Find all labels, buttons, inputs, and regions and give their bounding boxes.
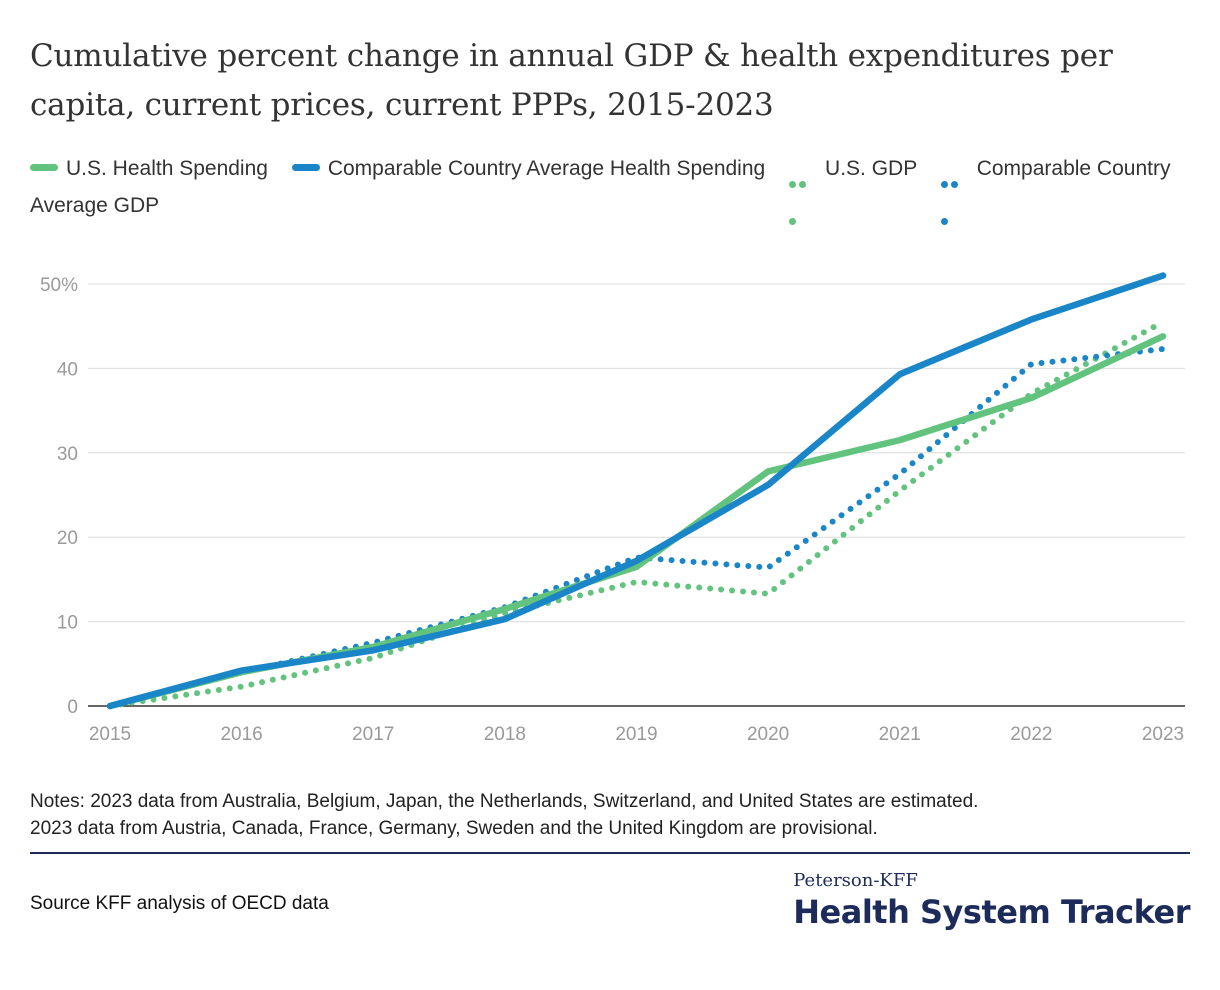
legend-swatch-us-health-spending — [30, 163, 58, 171]
y-tick-label-40: 40 — [57, 359, 78, 380]
brand-logo-main: Health System Tracker — [793, 893, 1190, 931]
legend-swatch-comparable-health-spending — [291, 163, 320, 171]
x-tick-label-2021: 2021 — [879, 724, 921, 745]
legend-item-us-health-spending[interactable]: U.S. Health Spending — [30, 157, 274, 180]
axis-layer: 0 10 20 30 40 50% 2015 2016 2017 2018 2019 2020 2021… — [40, 275, 1184, 745]
y-tick-label-10: 10 — [57, 613, 78, 634]
series-line-u-s-health-spending — [106, 333, 1167, 710]
chart-legend: U.S. Health Spending Comparable Country … — [30, 150, 1190, 226]
brand-logo[interactable]: Peterson-KFF Health System Tracker — [793, 870, 1190, 932]
legend-label: Comparable Country Average Health Spendi… — [327, 157, 766, 180]
y-tick-label-50: 50% — [40, 275, 78, 296]
chart-title: Cumulative percent change in annual GDP … — [30, 38, 1113, 123]
y-tick-label-0: 0 — [67, 697, 78, 718]
notes-line-1: Notes: 2023 data from Australia, Belgium… — [30, 791, 979, 812]
x-tick-label-2018: 2018 — [484, 724, 526, 745]
y-tick-label-30: 30 — [57, 444, 78, 465]
grid-layer — [88, 283, 1185, 707]
legend-swatch-comparable-gdp — [940, 163, 969, 226]
legend-item-comparable-health-spending[interactable]: Comparable Country Average Health Spendi… — [291, 157, 771, 180]
chart-notes: Notes: 2023 data from Australia, Belgium… — [30, 788, 1200, 842]
footer-divider — [30, 852, 1190, 854]
x-tick-label-2015: 2015 — [89, 724, 131, 745]
brand-logo-top: Peterson-KFF — [793, 870, 918, 891]
legend-label: U.S. GDP — [825, 157, 917, 180]
line-chart: 0 10 20 30 40 50% 2015 2016 2017 2018 2019 2020 2021… — [40, 272, 1185, 745]
x-tick-label-2023: 2023 — [1142, 724, 1184, 745]
x-tick-label-2022: 2022 — [1010, 724, 1052, 745]
x-tick-label-2016: 2016 — [220, 724, 262, 745]
notes-line-2: 2023 data from Austria, Canada, France, … — [30, 818, 878, 839]
series-line-u-s-gdp — [107, 318, 1166, 709]
legend-label: U.S. Health Spending — [66, 157, 268, 180]
x-tick-label-2019: 2019 — [615, 724, 657, 745]
y-tick-label-20: 20 — [57, 528, 78, 549]
series-layer — [106, 272, 1167, 710]
legend-swatch-us-gdp — [789, 163, 817, 226]
series-line-comparable-country-average-gdp — [107, 345, 1166, 709]
legend-item-comparable-gdp[interactable]: Comparable Country Average GDP — [30, 157, 1171, 226]
legend-item-us-gdp[interactable]: U.S. GDP — [789, 157, 923, 226]
legend-label: Comparable Country Average GDP — [30, 157, 1171, 217]
source-note: Source KFF analysis of OECD data — [30, 893, 329, 914]
series-line-comparable-country-average-health-spending — [106, 272, 1167, 710]
x-tick-label-2020: 2020 — [747, 724, 789, 745]
x-tick-label-2017: 2017 — [352, 724, 394, 745]
